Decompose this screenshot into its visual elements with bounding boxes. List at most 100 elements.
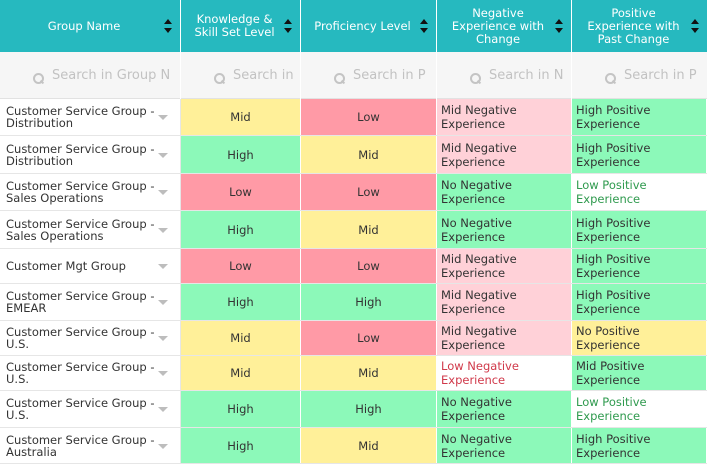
negative-experience-cell: Mid Negative Experience bbox=[437, 249, 572, 283]
header-row: Group Name Knowledge & Skill Set Level P… bbox=[0, 0, 707, 52]
table-row[interactable]: Customer Service Group - U.S. Mid Low Mi… bbox=[0, 321, 707, 356]
group-name: Customer Service Group - EMEAR bbox=[6, 289, 155, 315]
group-name-cell[interactable]: Customer Service Group - Sales Operation… bbox=[0, 174, 181, 210]
search-icon bbox=[605, 73, 616, 84]
filter-row bbox=[0, 52, 707, 99]
table-row[interactable]: Customer Service Group - Sales Operation… bbox=[0, 211, 707, 249]
sort-updown-icon[interactable] bbox=[284, 19, 293, 33]
chevron-down-icon[interactable] bbox=[158, 190, 168, 195]
group-name-cell[interactable]: Customer Service Group - EMEAR bbox=[0, 284, 181, 320]
proficiency-cell: Low bbox=[301, 321, 437, 355]
table-row[interactable]: Customer Mgt Group Low Low Mid Negative … bbox=[0, 249, 707, 284]
positive-experience-cell: Low Positive Experience bbox=[572, 174, 707, 210]
chevron-down-icon[interactable] bbox=[158, 115, 168, 120]
chevron-down-icon[interactable] bbox=[158, 443, 168, 449]
group-name: Customer Service Group - Distribution bbox=[6, 104, 155, 130]
group-name-cell[interactable]: Customer Service Group - U.S. bbox=[0, 321, 181, 355]
search-icon bbox=[214, 73, 225, 84]
table-row[interactable]: Customer Service Group - Sales Operation… bbox=[0, 174, 707, 211]
group-name: Customer Service Group - Sales Operation… bbox=[6, 216, 155, 243]
group-name: Customer Service Group - Sales Operation… bbox=[6, 179, 155, 205]
table-row[interactable]: Customer Service Group - Australia High … bbox=[0, 428, 707, 464]
search-input-positive[interactable] bbox=[602, 68, 707, 83]
group-name-cell[interactable]: Customer Service Group - U.S. bbox=[0, 391, 181, 427]
positive-experience-cell: Mid Positive Experience bbox=[572, 356, 707, 390]
group-name: Customer Mgt Group bbox=[6, 259, 126, 273]
knowledge-cell: High bbox=[181, 428, 301, 463]
sort-updown-icon[interactable] bbox=[555, 19, 564, 33]
positive-experience-cell: High Positive Experience bbox=[572, 99, 707, 135]
column-header-negative[interactable]: Negative Experience with Change bbox=[437, 0, 572, 52]
knowledge-cell: Low bbox=[181, 249, 301, 283]
proficiency-cell: Low bbox=[301, 249, 437, 283]
table-row[interactable]: Customer Service Group - U.S. High High … bbox=[0, 391, 707, 428]
column-header-group-name[interactable]: Group Name bbox=[0, 0, 181, 52]
table-row[interactable]: Customer Service Group - EMEAR High High… bbox=[0, 284, 707, 321]
table-row[interactable]: Customer Service Group - U.S. Mid Mid Lo… bbox=[0, 356, 707, 391]
sort-updown-icon[interactable] bbox=[420, 19, 429, 33]
column-header-label: Negative Experience with Change bbox=[451, 5, 545, 46]
negative-experience-cell: No Negative Experience bbox=[437, 428, 572, 463]
sort-updown-icon[interactable] bbox=[164, 19, 173, 33]
search-icon bbox=[334, 73, 345, 84]
column-header-proficiency[interactable]: Proficiency Level bbox=[301, 0, 437, 52]
table-row[interactable]: Customer Service Group - Distribution Hi… bbox=[0, 136, 707, 174]
search-icon bbox=[33, 73, 44, 84]
chevron-down-icon[interactable] bbox=[158, 336, 168, 341]
negative-experience-cell: No Negative Experience bbox=[437, 174, 572, 210]
group-name-cell[interactable]: Customer Service Group - Distribution bbox=[0, 99, 181, 135]
negative-experience-cell: Mid Negative Experience bbox=[437, 321, 572, 355]
filter-cell bbox=[437, 52, 572, 99]
positive-experience-cell: High Positive Experience bbox=[572, 284, 707, 320]
column-header-knowledge[interactable]: Knowledge & Skill Set Level bbox=[181, 0, 301, 52]
column-header-positive[interactable]: Positive Experience with Past Change bbox=[572, 0, 707, 52]
column-header-label: Group Name bbox=[47, 18, 121, 33]
positive-experience-cell: No Positive Experience bbox=[572, 321, 707, 355]
filter-cell bbox=[301, 52, 437, 99]
negative-experience-cell: No Negative Experience bbox=[437, 391, 572, 427]
knowledge-cell: Mid bbox=[181, 356, 301, 390]
proficiency-cell: High bbox=[301, 391, 437, 427]
positive-experience-cell: High Positive Experience bbox=[572, 136, 707, 173]
search-input-knowledge[interactable] bbox=[211, 68, 300, 83]
group-name-cell[interactable]: Customer Service Group - U.S. bbox=[0, 356, 181, 390]
knowledge-cell: High bbox=[181, 211, 301, 248]
chevron-down-icon[interactable] bbox=[158, 227, 168, 233]
knowledge-cell: High bbox=[181, 136, 301, 173]
group-name: Customer Service Group - U.S. bbox=[6, 360, 155, 386]
filter-cell bbox=[181, 52, 301, 99]
negative-experience-cell: No Negative Experience bbox=[437, 211, 572, 248]
group-name: Customer Service Group - Australia bbox=[6, 432, 155, 459]
chevron-down-icon[interactable] bbox=[158, 407, 168, 412]
knowledge-cell: High bbox=[181, 391, 301, 427]
positive-experience-cell: Low Positive Experience bbox=[572, 391, 707, 427]
proficiency-cell: High bbox=[301, 284, 437, 320]
chevron-down-icon[interactable] bbox=[158, 300, 168, 305]
proficiency-cell: Mid bbox=[301, 211, 437, 248]
proficiency-cell: Low bbox=[301, 174, 437, 210]
search-icon bbox=[470, 73, 481, 84]
column-header-label: Positive Experience with Past Change bbox=[587, 5, 680, 46]
chevron-down-icon[interactable] bbox=[158, 371, 168, 376]
search-input-negative[interactable] bbox=[467, 68, 571, 83]
chevron-down-icon[interactable] bbox=[158, 264, 168, 269]
group-name: Customer Service Group - Distribution bbox=[6, 141, 155, 168]
positive-experience-cell: High Positive Experience bbox=[572, 428, 707, 463]
proficiency-cell: Mid bbox=[301, 428, 437, 463]
negative-experience-cell: Low Negative Experience bbox=[437, 356, 572, 390]
table-row[interactable]: Customer Service Group - Distribution Mi… bbox=[0, 99, 707, 136]
positive-experience-cell: High Positive Experience bbox=[572, 249, 707, 283]
knowledge-cell: High bbox=[181, 284, 301, 320]
group-name-cell[interactable]: Customer Service Group - Australia bbox=[0, 428, 181, 463]
group-name-cell[interactable]: Customer Service Group - Sales Operation… bbox=[0, 211, 181, 248]
group-name-cell[interactable]: Customer Mgt Group bbox=[0, 249, 181, 283]
negative-experience-cell: Mid Negative Experience bbox=[437, 99, 572, 135]
group-name: Customer Service Group - U.S. bbox=[6, 396, 155, 422]
search-input-proficiency[interactable] bbox=[331, 68, 436, 83]
group-name-cell[interactable]: Customer Service Group - Distribution bbox=[0, 136, 181, 173]
chevron-down-icon[interactable] bbox=[158, 152, 168, 158]
filter-cell bbox=[0, 52, 181, 99]
search-input-group-name[interactable] bbox=[30, 68, 180, 83]
sort-updown-icon[interactable] bbox=[691, 19, 700, 33]
